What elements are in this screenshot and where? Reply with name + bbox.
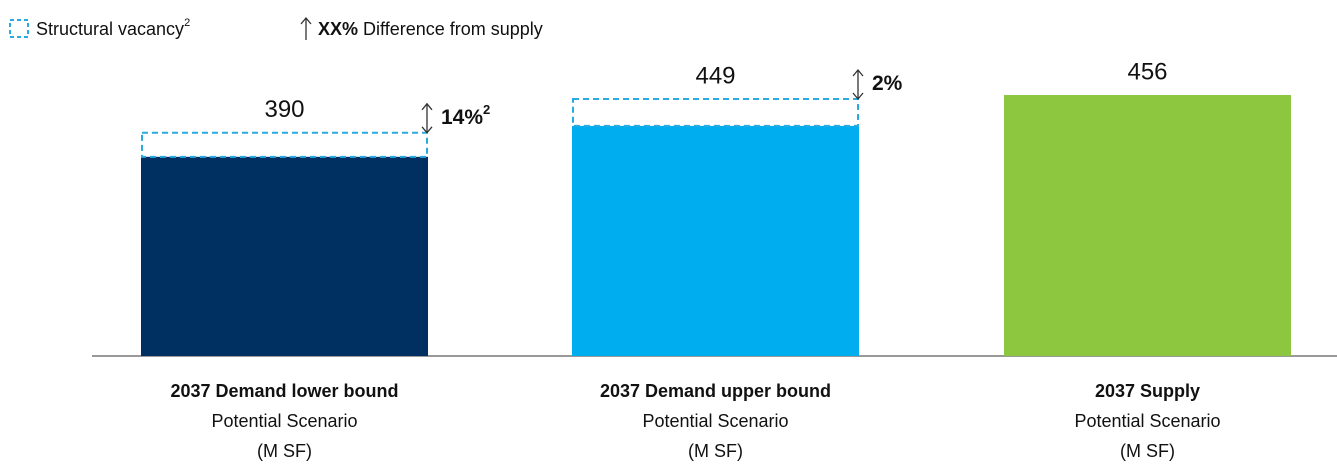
category-label: 2037 Supply — [1095, 381, 1200, 401]
total-label: 390 — [264, 96, 304, 123]
arrow-head — [421, 102, 433, 111]
bar — [1004, 95, 1291, 356]
bar — [572, 125, 859, 356]
difference-note: 2 — [483, 102, 490, 117]
legend-swatch — [9, 19, 29, 38]
legend-note: 2 — [184, 17, 190, 29]
difference-label: 14%2 — [441, 102, 490, 128]
category-sublabel: Potential Scenario — [211, 411, 357, 431]
category-sublabel: (M SF) — [688, 441, 743, 461]
difference-label: 2% — [872, 72, 903, 95]
total-label: 449 — [695, 62, 735, 89]
arrow-head — [852, 92, 864, 101]
category-label: 2037 Demand lower bound — [170, 381, 398, 401]
arrow-head — [421, 126, 433, 134]
total-label: 456 — [1127, 58, 1167, 85]
legend-arrow — [300, 16, 312, 40]
difference-arrow — [852, 68, 864, 101]
category-label: 2037 Demand upper bound — [600, 381, 831, 401]
vacancy-box — [572, 98, 859, 127]
category-sublabel: (M SF) — [257, 441, 312, 461]
category-sublabel: Potential Scenario — [1074, 411, 1220, 431]
bar — [141, 156, 428, 356]
category-sublabel: (M SF) — [1120, 441, 1175, 461]
category-sublabel: Potential Scenario — [642, 411, 788, 431]
difference-arrow — [421, 102, 433, 134]
difference-value: 14% — [441, 105, 483, 128]
difference-value: 2% — [872, 72, 903, 95]
legend-text: Structural vacancy — [36, 19, 184, 39]
legend-bold: XX% — [318, 19, 358, 39]
arrow-head — [852, 68, 864, 77]
legend-label: Structural vacancy2 — [36, 17, 190, 39]
legend-label: XX% Difference from supply — [318, 19, 543, 39]
legend-text: Difference from supply — [363, 19, 543, 39]
vacancy-box — [141, 131, 428, 158]
